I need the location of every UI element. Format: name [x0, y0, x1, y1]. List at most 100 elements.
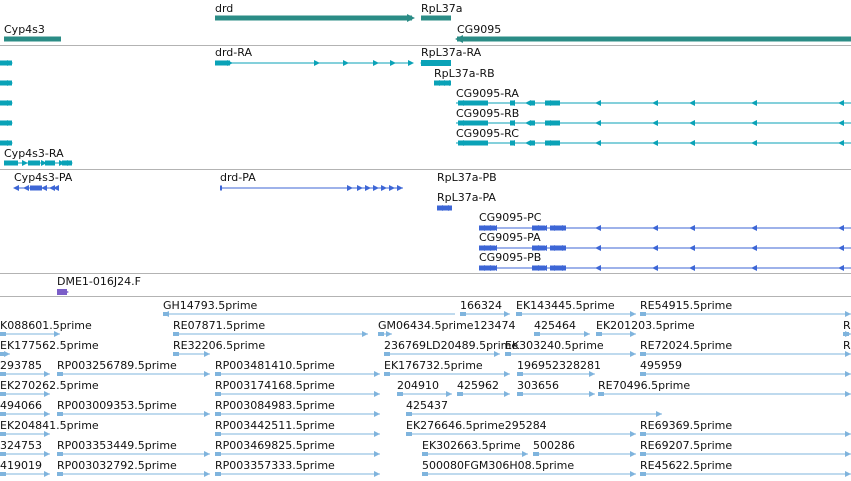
est-label[interactable]: EK176732.5prime	[384, 359, 483, 372]
est-feature-arrow	[630, 471, 636, 477]
est-label[interactable]: EK201203.5prime	[596, 319, 695, 332]
gene-label-rpl37a[interactable]: RpL37a	[421, 2, 463, 15]
est-label[interactable]: RP003009353.5prime	[57, 399, 177, 412]
est-label[interactable]: R	[843, 339, 851, 352]
est-label[interactable]: EK204841.5prime	[0, 419, 99, 432]
track-separator-genes	[0, 45, 851, 46]
transcript-cg9095-ra-arrow	[751, 100, 757, 106]
protein-cyp4s3-pa-arrow	[41, 185, 47, 191]
est-label[interactable]: RE07871.5prime	[173, 319, 266, 332]
clone-label-dme1-016j24[interactable]: DME1-016J24.F	[57, 275, 141, 288]
est-feature-start	[173, 352, 179, 356]
protein-label-rpl37a-pb[interactable]: RpL37a-PB	[437, 171, 497, 184]
gene-label-drd[interactable]: drd	[215, 2, 234, 15]
est-label[interactable]: 494066	[0, 399, 42, 412]
est-label[interactable]: RE72024.5prime	[640, 339, 733, 352]
est-label[interactable]: RP003353449.5prime	[57, 439, 177, 452]
est-feature-arrow	[656, 411, 662, 417]
est-label[interactable]: 425437	[406, 399, 448, 412]
est-label[interactable]: 419019	[0, 459, 42, 472]
protein-cg9095-pc-arrow	[689, 225, 695, 231]
est-feature-start	[640, 472, 646, 476]
est-label[interactable]: RE32206.5prime	[173, 339, 266, 352]
est-label[interactable]: RP003481410.5prime	[215, 359, 335, 372]
transcript-cg9095-rc-arrow	[509, 140, 515, 146]
est-label[interactable]: 303656	[517, 379, 559, 392]
transcript-label-cg9095-rc[interactable]: CG9095-RC	[456, 127, 519, 140]
est-label[interactable]: RP003032792.5prime	[57, 459, 177, 472]
protein-cg9095-pc-arrow	[541, 225, 547, 231]
est-label[interactable]: 293785	[0, 359, 42, 372]
protein-cg9095-pc-arrow	[595, 225, 601, 231]
est-label[interactable]: 425962	[457, 379, 499, 392]
protein-label-cg9095-pc[interactable]: CG9095-PC	[479, 211, 542, 224]
protein-cg9095-pa-arrow	[541, 245, 547, 251]
est-label[interactable]: EK143445.5prime	[516, 299, 615, 312]
protein-cg9095-pa-arrow	[485, 245, 491, 251]
est-label[interactable]: EK276646.5prime295284	[406, 419, 547, 432]
gene-label-cg9095[interactable]: CG9095	[457, 23, 502, 36]
est-label[interactable]: EK177562.5prime	[0, 339, 99, 352]
est-label[interactable]: RE54915.5prime	[640, 299, 733, 312]
est-label[interactable]: RP003357333.5prime	[215, 459, 335, 472]
est-label[interactable]: RP003174168.5prime	[215, 379, 335, 392]
protein-label-cyp4s3-pa[interactable]: Cyp4s3-PA	[14, 171, 73, 184]
est-feature-arrow	[374, 471, 380, 477]
est-label[interactable]: GH14793.5prime	[163, 299, 258, 312]
est-label[interactable]: 500286	[533, 439, 575, 452]
est-feature-arrow	[374, 411, 380, 417]
est-feature-start	[215, 392, 221, 396]
est-label[interactable]: RP003442511.5prime	[215, 419, 335, 432]
protein-label-cg9095-pb[interactable]: CG9095-PB	[479, 251, 542, 264]
protein-label-drd-pa[interactable]: drd-PA	[220, 171, 256, 184]
est-feature-start	[0, 412, 6, 416]
transcript-cg9095-rb-arrow	[595, 120, 601, 126]
protein-label-rpl37a-pa[interactable]: RpL37a-PA	[437, 191, 496, 204]
est-label[interactable]: 166324	[460, 299, 502, 312]
est-feature-start	[516, 312, 522, 316]
transcript-label-rpl37a-ra[interactable]: RpL37a-RA	[421, 46, 482, 59]
est-label[interactable]: EK303240.5prime	[505, 339, 604, 352]
est-label[interactable]: RE45622.5prime	[640, 459, 733, 472]
est-feature-start	[384, 372, 390, 376]
est-label[interactable]: 204910	[397, 379, 439, 392]
transcript-label-cg9095-ra[interactable]: CG9095-RA	[456, 87, 519, 100]
est-label[interactable]: GM06434.5prime123474	[378, 319, 516, 332]
transcript-cg9095-rc-arrow	[525, 140, 531, 146]
transcript-edge-arrow	[7, 120, 13, 126]
est-label[interactable]: EK302663.5prime	[422, 439, 521, 452]
est-feature-arrow	[504, 371, 510, 377]
est-label[interactable]: RE70496.5prime	[598, 379, 691, 392]
est-feature-start	[640, 372, 646, 376]
est-label[interactable]: RP003256789.5prime	[57, 359, 177, 372]
est-label[interactable]: 236769LD20489.5prime	[384, 339, 519, 352]
est-feature-arrow	[584, 331, 590, 337]
est-label[interactable]: R	[843, 319, 851, 332]
est-label[interactable]: 500080FGM306H08.5prime	[422, 459, 575, 472]
est-label[interactable]: K088601.5prime	[0, 319, 92, 332]
est-label[interactable]: 196952328281	[517, 359, 601, 372]
est-feature-start	[640, 432, 646, 436]
est-label[interactable]: EK270262.5prime	[0, 379, 99, 392]
transcript-drd-ra-arrow	[373, 60, 379, 66]
est-feature-start	[384, 352, 390, 356]
est-feature-start	[422, 452, 428, 456]
transcript-label-rpl37a-rb[interactable]: RpL37a-RB	[434, 67, 495, 80]
est-label[interactable]: RP003084983.5prime	[215, 399, 335, 412]
est-label[interactable]: 495959	[640, 359, 682, 372]
transcript-cg9095-rb-arrow	[525, 120, 531, 126]
transcript-label-cg9095-rb[interactable]: CG9095-RB	[456, 107, 520, 120]
est-label[interactable]: 425464	[534, 319, 576, 332]
transcript-label-cyp4s3-ra[interactable]: Cyp4s3-RA	[4, 147, 64, 160]
est-label[interactable]: RE69369.5prime	[640, 419, 733, 432]
transcript-edge-arrow	[7, 140, 13, 146]
est-label[interactable]: RE69207.5prime	[640, 439, 733, 452]
gene-label-cyp4s3[interactable]: Cyp4s3	[4, 23, 45, 36]
transcript-label-drd-ra[interactable]: drd-RA	[215, 46, 252, 59]
est-label[interactable]: RP003469825.5prime	[215, 439, 335, 452]
protein-drd-pa-arrow	[397, 185, 403, 191]
protein-label-cg9095-pa[interactable]: CG9095-PA	[479, 231, 541, 244]
est-label[interactable]: 324753	[0, 439, 42, 452]
